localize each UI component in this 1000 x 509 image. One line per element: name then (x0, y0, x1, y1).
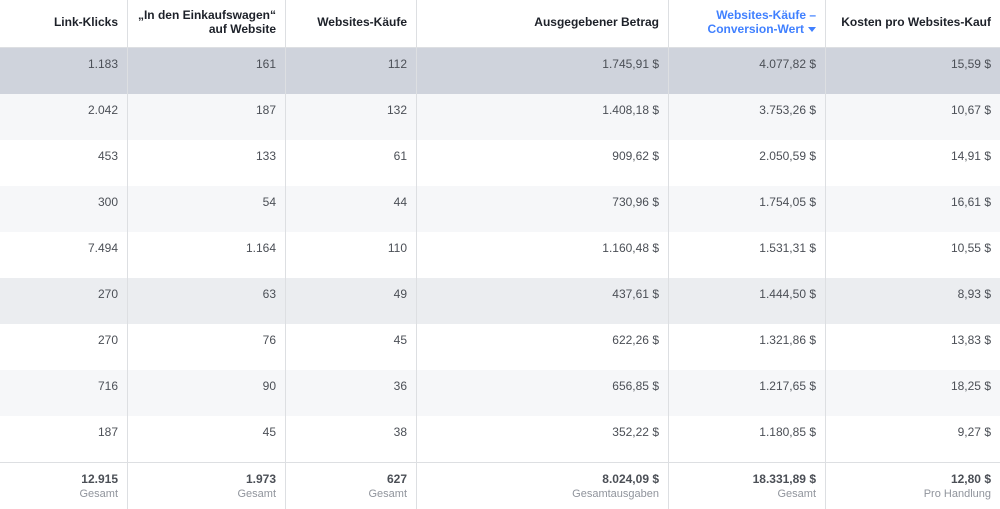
cell-add-to-cart: 187 (128, 94, 286, 140)
cell-conversion-value: 4.077,82 $ (669, 48, 826, 94)
cell-amount-spent: 1.745,91 $ (417, 48, 669, 94)
column-header-link-clicks[interactable]: Link-Klicks (0, 0, 128, 47)
cell-website-purchases: 36 (286, 370, 417, 416)
cell-cost-per-purchase: 13,83 $ (950, 333, 991, 347)
total-conversion-value: 18.331,89 $ Gesamt (669, 463, 826, 509)
cell-cost-per-purchase: 15,59 $ (950, 57, 991, 71)
cell-amount-spent: 1.408,18 $ (417, 94, 669, 140)
cell-link-clicks: 300 (0, 186, 128, 232)
column-header-add-to-cart[interactable]: „In den Einkaufswagen“ auf Website (128, 0, 286, 47)
table-row[interactable]: 270 76 45 622,26 $ 1.321,86 $ 13,83 $ (0, 324, 1000, 370)
cell-website-purchases: 45 (286, 324, 417, 370)
cell-link-clicks: 270 (0, 278, 128, 324)
cell-conversion-value: 1.754,05 $ (669, 186, 826, 232)
total-caption: Gesamt (79, 488, 118, 500)
table-row[interactable]: 7.494 1.164 110 1.160,48 $ 1.531,31 $ 10… (0, 232, 1000, 278)
column-header-label: Link-Klicks (53, 15, 118, 29)
total-value: 12.915 (81, 472, 118, 486)
cell-add-to-cart: 133 (128, 140, 286, 186)
table-row[interactable]: 716 90 36 656,85 $ 1.217,65 $ 18,25 $ (0, 370, 1000, 416)
column-header-cost-per-purchase[interactable]: Kosten pro Websites-Kauf (826, 0, 1000, 47)
cell-cost-per-purchase: 14,91 $ (950, 149, 991, 163)
cell-add-to-cart: 76 (128, 324, 286, 370)
cell-cost-per-purchase: 10,67 $ (950, 103, 991, 117)
cell-conversion-value: 1.531,31 $ (669, 232, 826, 278)
total-cost-per-purchase: 12,80 $ Pro Handlung (826, 463, 1000, 509)
cell-add-to-cart: 1.164 (128, 232, 286, 278)
cell-conversion-value: 1.180,85 $ (669, 416, 826, 462)
table-row[interactable]: 453 133 61 909,62 $ 2.050,59 $ 14,91 $ (0, 140, 1000, 186)
total-value: 1.973 (245, 472, 276, 486)
cell-add-to-cart: 161 (128, 48, 286, 94)
column-header-label: Websites-Käufe – (716, 8, 816, 22)
cell-website-purchases: 110 (286, 232, 417, 278)
cell-amount-spent: 352,22 $ (417, 416, 669, 462)
cell-cost-per-purchase: 8,93 $ (957, 287, 991, 301)
column-header-amount-spent[interactable]: Ausgegebener Betrag (417, 0, 669, 47)
cell-link-clicks: 453 (0, 140, 128, 186)
column-header-label: Kosten pro Websites-Kauf (841, 15, 991, 29)
cell-amount-spent: 622,26 $ (417, 324, 669, 370)
total-caption: Gesamt (237, 488, 276, 500)
total-caption: Gesamt (368, 488, 407, 500)
column-header-label: Websites-Käufe (317, 15, 407, 29)
cell-cost-per-purchase: 18,25 $ (950, 379, 991, 393)
cell-link-clicks: 187 (0, 416, 128, 462)
total-value: 8.024,09 $ (602, 472, 659, 486)
column-header-label: auf Website (208, 22, 276, 36)
cell-amount-spent: 1.160,48 $ (417, 232, 669, 278)
cell-link-clicks: 1.183 (0, 48, 128, 94)
cell-conversion-value: 2.050,59 $ (669, 140, 826, 186)
totals-row: 12.915 Gesamt 1.973 Gesamt 627 Gesamt 8.… (0, 462, 1000, 509)
total-caption: Gesamt (777, 488, 816, 500)
total-caption: Gesamtausgaben (572, 488, 659, 500)
table-row[interactable]: 300 54 44 730,96 $ 1.754,05 $ 16,61 $ (0, 186, 1000, 232)
total-amount-spent: 8.024,09 $ Gesamtausgaben (417, 463, 669, 509)
table-row[interactable]: 270 63 49 437,61 $ 1.444,50 $ 8,93 $ (0, 278, 1000, 324)
column-header-conversion-value[interactable]: Websites-Käufe – Conversion-Wert (669, 0, 826, 47)
cell-add-to-cart: 54 (128, 186, 286, 232)
table-header: Link-Klicks „In den Einkaufswagen“ auf W… (0, 0, 1000, 48)
cell-amount-spent: 437,61 $ (417, 278, 669, 324)
cell-conversion-value: 1.444,50 $ (669, 278, 826, 324)
cell-amount-spent: 730,96 $ (417, 186, 669, 232)
cell-website-purchases: 61 (286, 140, 417, 186)
column-header-label: Conversion-Wert (707, 22, 804, 36)
cell-link-clicks: 270 (0, 324, 128, 370)
total-caption: Pro Handlung (923, 488, 991, 500)
cell-amount-spent: 656,85 $ (417, 370, 669, 416)
total-value: 18.331,89 $ (752, 472, 816, 486)
cell-add-to-cart: 63 (128, 278, 286, 324)
cell-amount-spent: 909,62 $ (417, 140, 669, 186)
cell-cost-per-purchase: 9,27 $ (957, 425, 991, 439)
cell-conversion-value: 1.321,86 $ (669, 324, 826, 370)
cell-cost-per-purchase: 10,55 $ (950, 241, 991, 255)
cell-add-to-cart: 45 (128, 416, 286, 462)
cell-conversion-value: 3.753,26 $ (669, 94, 826, 140)
cell-link-clicks: 716 (0, 370, 128, 416)
table-row[interactable]: 2.042 187 132 1.408,18 $ 3.753,26 $ 10,6… (0, 94, 1000, 140)
column-header-label: „In den Einkaufswagen“ (137, 8, 276, 22)
cell-website-purchases: 38 (286, 416, 417, 462)
total-add-to-cart: 1.973 Gesamt (128, 463, 286, 509)
table-row[interactable]: 187 45 38 352,22 $ 1.180,85 $ 9,27 $ (0, 416, 1000, 462)
total-value: 12,80 $ (950, 472, 991, 486)
cell-add-to-cart: 90 (128, 370, 286, 416)
cell-link-clicks: 2.042 (0, 94, 128, 140)
column-header-website-purchases[interactable]: Websites-Käufe (286, 0, 417, 47)
cell-link-clicks: 7.494 (0, 232, 128, 278)
table-row[interactable]: 1.183 161 112 1.745,91 $ 4.077,82 $ 15,5… (0, 48, 1000, 94)
cell-cost-per-purchase: 16,61 $ (950, 195, 991, 209)
cell-conversion-value: 1.217,65 $ (669, 370, 826, 416)
total-website-purchases: 627 Gesamt (286, 463, 417, 509)
column-header-label: Ausgegebener Betrag (534, 15, 659, 29)
cell-website-purchases: 112 (286, 48, 417, 94)
cell-website-purchases: 44 (286, 186, 417, 232)
cell-website-purchases: 132 (286, 94, 417, 140)
total-link-clicks: 12.915 Gesamt (0, 463, 128, 509)
cell-website-purchases: 49 (286, 278, 417, 324)
sort-descending-icon[interactable] (808, 27, 816, 33)
total-value: 627 (386, 472, 407, 486)
